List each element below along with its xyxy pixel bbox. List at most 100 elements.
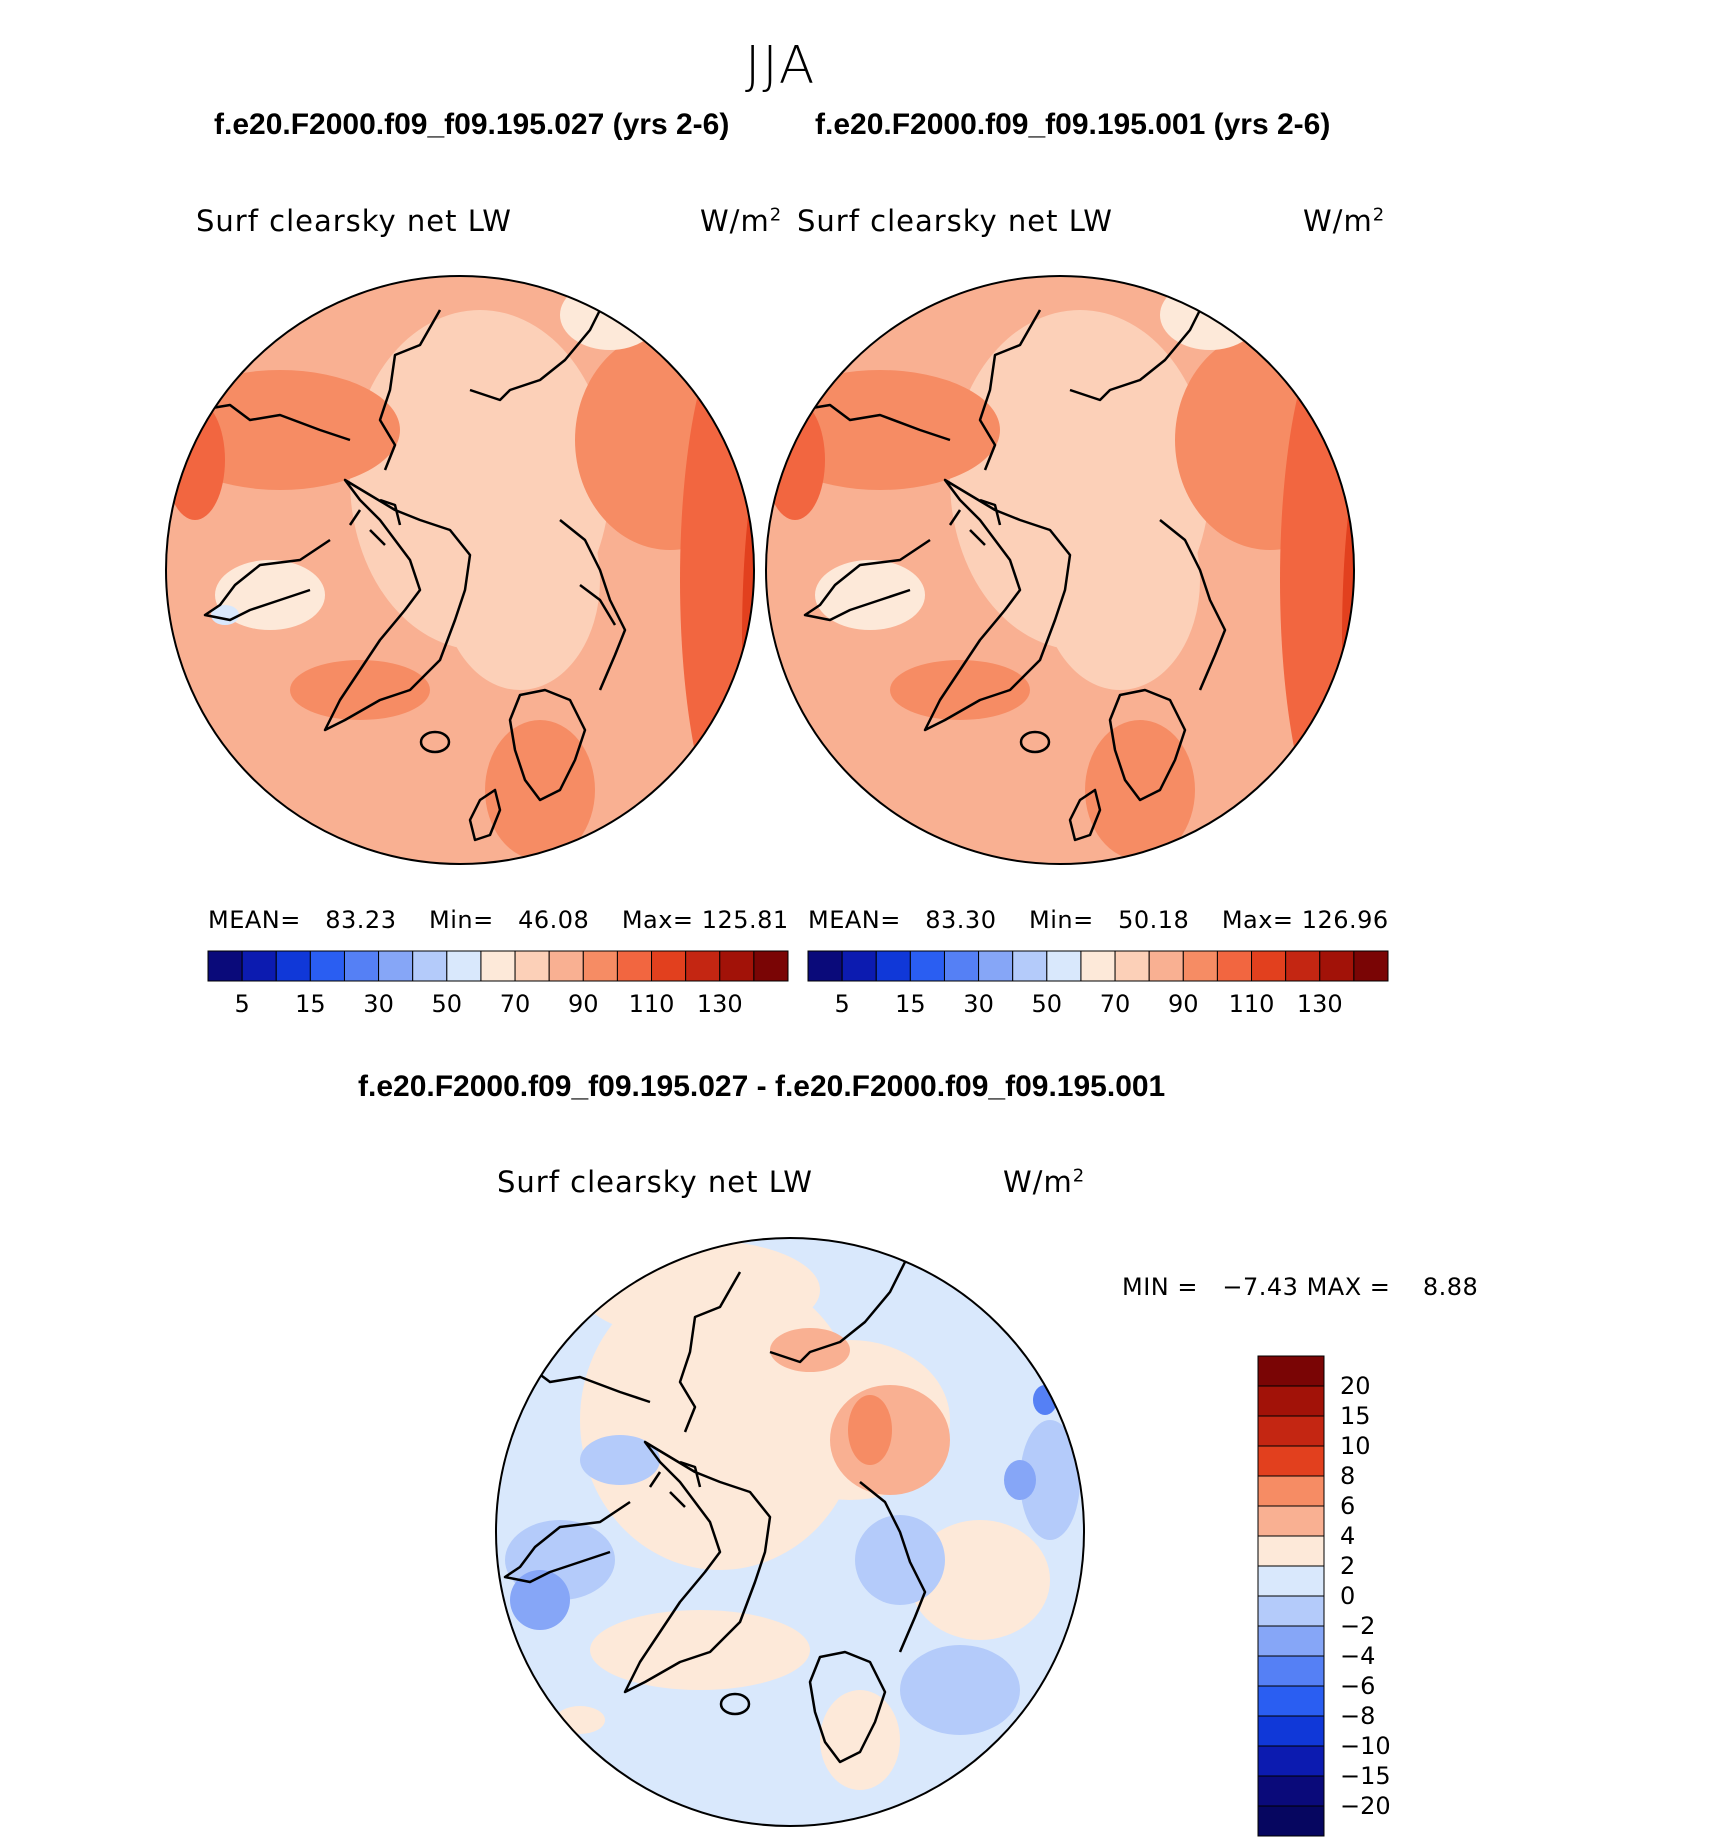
colorbar-swatch xyxy=(1257,1655,1325,1687)
colorbar-swatch xyxy=(875,950,911,982)
colorbar-tick-label: 0 xyxy=(1340,1582,1356,1610)
colorbar-tick-label: −15 xyxy=(1340,1762,1391,1790)
colorbar-tick-label: 2 xyxy=(1340,1552,1356,1580)
colorbar-swatch xyxy=(1257,1805,1325,1837)
colorbar-swatch xyxy=(651,950,687,982)
colorbar-swatch xyxy=(412,950,448,982)
colorbar-tick-label: 90 xyxy=(568,990,599,1018)
colorbar-swatch xyxy=(207,950,243,982)
colorbar-swatch xyxy=(1257,1505,1325,1537)
colorbar-swatch xyxy=(1046,950,1082,982)
colorbar-swatch xyxy=(841,950,877,982)
colorbar-swatch xyxy=(1257,1745,1325,1777)
left-colorbar xyxy=(207,950,789,982)
difference-title: f.e20.F2000.f09_f09.195.027 - f.e20.F200… xyxy=(358,1070,1166,1103)
colorbar-tick-label: 70 xyxy=(1099,990,1131,1018)
colorbar-tick-label: −20 xyxy=(1340,1792,1391,1820)
colorbar-tick-label: 6 xyxy=(1340,1492,1356,1520)
right-case-title: f.e20.F2000.f09_f09.195.001 (yrs 2-6) xyxy=(815,108,1331,141)
colorbar-tick-label: −2 xyxy=(1340,1612,1376,1640)
right-colorbar-ticks: 5 15 30 50 70 90 110 130 xyxy=(808,990,1388,1020)
colorbar-swatch xyxy=(1148,950,1184,982)
left-units-label: W/m2 xyxy=(700,204,783,238)
colorbar-tick-label: −4 xyxy=(1340,1642,1376,1670)
colorbar-swatch xyxy=(1257,1475,1325,1507)
colorbar-swatch xyxy=(514,950,550,982)
colorbar-tick-label: 110 xyxy=(628,990,675,1018)
season-title: JJA xyxy=(745,36,817,96)
right-colorbar xyxy=(807,950,1389,982)
colorbar-swatch xyxy=(1257,1625,1325,1657)
right-variable-label: Surf clearsky net LW xyxy=(797,204,1113,238)
colorbar-swatch xyxy=(978,950,1014,982)
colorbar-tick-label: 15 xyxy=(295,990,326,1018)
colorbar-tick-label: 5 xyxy=(834,990,850,1018)
colorbar-swatch xyxy=(378,950,414,982)
colorbar-tick-label: 10 xyxy=(1340,1432,1371,1460)
difference-variable-label: Surf clearsky net LW xyxy=(497,1165,813,1199)
colorbar-swatch xyxy=(1257,1775,1325,1807)
right-stats: MEAN= 83.30 Min= 50.18 Max= 126.96 xyxy=(808,906,1389,934)
colorbar-swatch xyxy=(1257,1595,1325,1627)
difference-minmax: MIN = −7.43 MAX = 8.88 xyxy=(1122,1273,1479,1301)
colorbar-swatch xyxy=(1251,950,1287,982)
colorbar-swatch xyxy=(275,950,311,982)
colorbar-swatch xyxy=(1216,950,1253,982)
right-units-label: W/m2 xyxy=(1303,204,1386,238)
colorbar-swatch xyxy=(1257,1415,1325,1447)
colorbar-tick-label: 70 xyxy=(499,990,531,1018)
colorbar-tick-label: 15 xyxy=(895,990,926,1018)
left-case-title: f.e20.F2000.f09_f09.195.027 (yrs 2-6) xyxy=(214,108,730,141)
colorbar-swatch xyxy=(309,950,345,982)
colorbar-swatch xyxy=(1257,1355,1325,1387)
colorbar-swatch xyxy=(1257,1445,1325,1477)
colorbar-tick-label: 50 xyxy=(1031,990,1063,1018)
colorbar-swatch xyxy=(1257,1385,1325,1417)
left-stats: MEAN= 83.23 Min= 46.08 Max= 125.81 xyxy=(208,906,789,934)
colorbar-tick-label: 130 xyxy=(1296,990,1343,1018)
colorbar-swatch xyxy=(719,950,755,982)
colorbar-tick-label: 30 xyxy=(363,990,394,1018)
colorbar-swatch xyxy=(616,950,653,982)
colorbar-swatch xyxy=(1080,950,1116,982)
colorbar-swatch xyxy=(1257,1685,1325,1717)
colorbar-swatch xyxy=(446,950,482,982)
colorbar-tick-label: 20 xyxy=(1340,1372,1371,1400)
colorbar-swatch xyxy=(1285,950,1321,982)
left-variable-label: Surf clearsky net LW xyxy=(196,204,512,238)
colorbar-swatch xyxy=(241,950,277,982)
colorbar-swatch xyxy=(1257,1535,1325,1567)
colorbar-tick-label: −10 xyxy=(1340,1732,1391,1760)
left-colorbar-ticks: 5 15 30 50 70 90 110 130 xyxy=(208,990,788,1020)
difference-units-label: W/m2 xyxy=(1003,1165,1086,1199)
colorbar-tick-label: 130 xyxy=(696,990,743,1018)
colorbar-swatch xyxy=(909,950,945,982)
difference-colorbar-ticks: 20 15 10 8 6 4 2 0 −2 −4 −6 −8 −10 −15 −20 xyxy=(1340,1356,1440,1836)
colorbar-swatch xyxy=(1319,950,1355,982)
colorbar-tick-label: 110 xyxy=(1228,990,1275,1018)
colorbar-swatch xyxy=(480,950,516,982)
colorbar-tick-label: 5 xyxy=(234,990,250,1018)
colorbar-swatch xyxy=(1114,950,1150,982)
colorbar-swatch xyxy=(685,950,721,982)
colorbar-tick-label: 30 xyxy=(963,990,994,1018)
colorbar-swatch xyxy=(1257,1715,1325,1747)
colorbar-swatch xyxy=(1182,950,1218,982)
colorbar-swatch xyxy=(1257,1565,1325,1597)
colorbar-tick-label: 50 xyxy=(431,990,463,1018)
colorbar-swatch xyxy=(807,950,843,982)
colorbar-swatch xyxy=(1012,950,1048,982)
colorbar-swatch xyxy=(548,950,584,982)
difference-colorbar xyxy=(1257,1355,1325,1837)
colorbar-swatch xyxy=(582,950,618,982)
colorbar-tick-label: 90 xyxy=(1168,990,1199,1018)
colorbar-swatch xyxy=(343,950,380,982)
colorbar-tick-label: −6 xyxy=(1340,1672,1376,1700)
colorbar-swatch xyxy=(1353,950,1389,982)
colorbar-tick-label: 15 xyxy=(1340,1402,1371,1430)
colorbar-tick-label: 8 xyxy=(1340,1462,1356,1490)
colorbar-swatch xyxy=(753,950,789,982)
colorbar-tick-label: 4 xyxy=(1340,1522,1356,1550)
colorbar-tick-label: −8 xyxy=(1340,1702,1376,1730)
colorbar-swatch xyxy=(943,950,980,982)
